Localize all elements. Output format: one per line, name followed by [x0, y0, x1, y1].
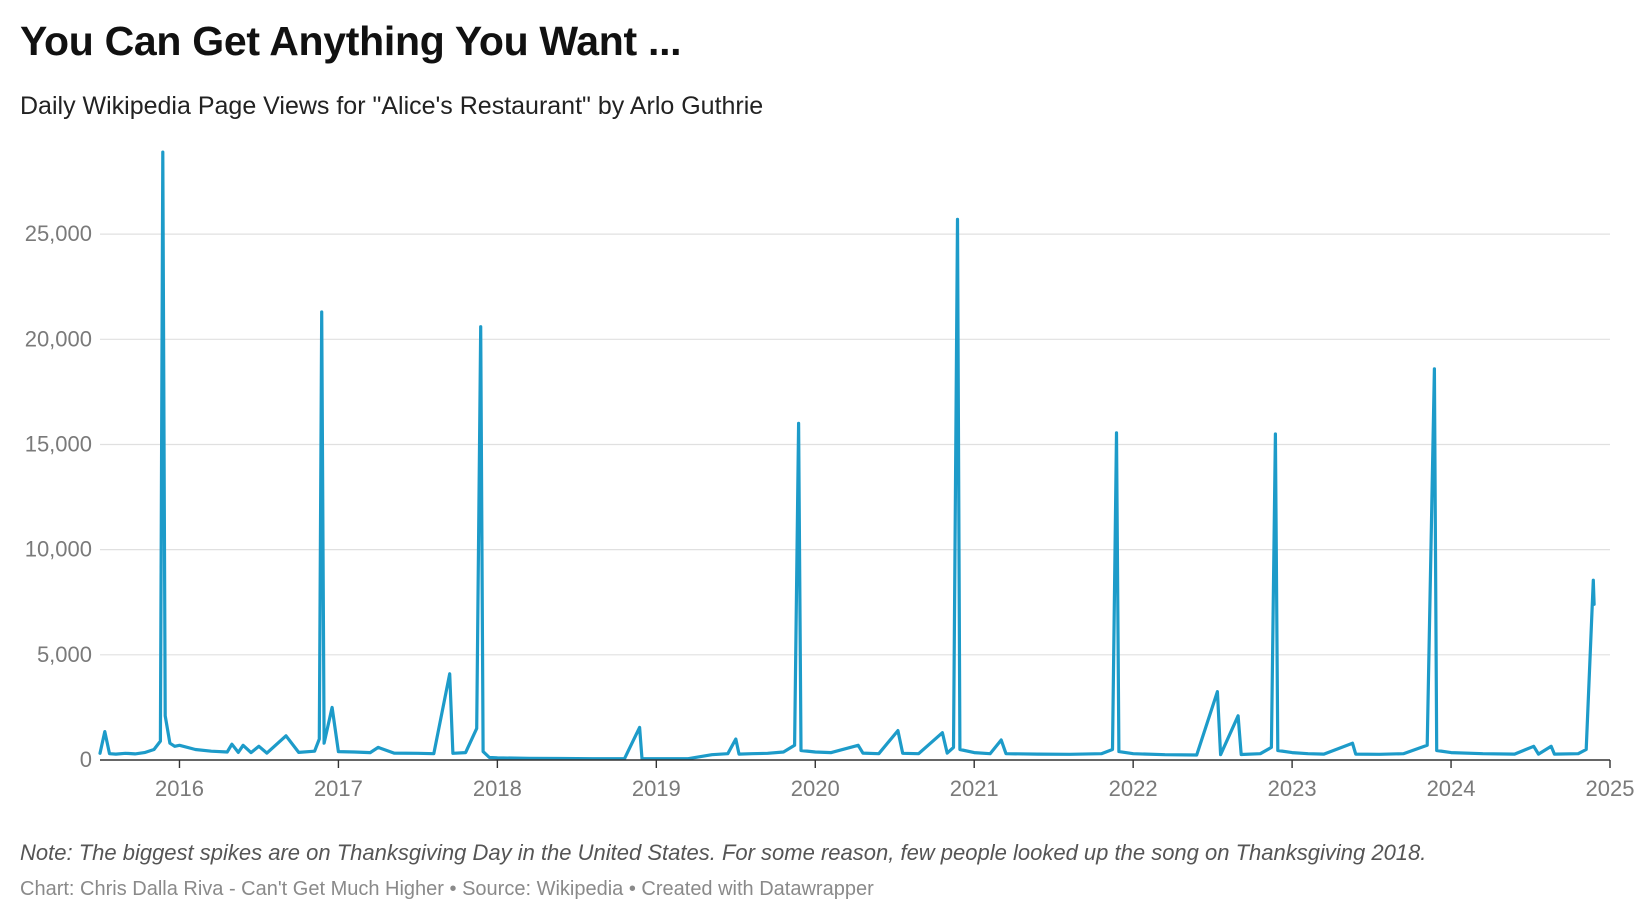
y-axis-tick-labels: 0 5,000 10,000 15,000 20,000 25,000	[25, 221, 92, 772]
y-tick-label: 10,000	[25, 537, 92, 562]
y-tick-label: 15,000	[25, 431, 92, 456]
x-tick-label: 2019	[632, 776, 681, 801]
gridlines	[100, 233, 1610, 656]
x-axis	[100, 759, 1611, 768]
credit-chart: Chart: Chris Dalla Riva - Can't Get Much…	[20, 878, 444, 900]
credit-tool: Created with Datawrapper	[641, 878, 874, 900]
x-tick-label: 2024	[1427, 776, 1476, 801]
x-tick-label: 2023	[1268, 776, 1317, 801]
x-axis-tick-labels: 2016 2017 2018 2019 2020 2021 2022 2023 2024 2025	[155, 776, 1634, 801]
x-tick-label: 2018	[473, 776, 522, 801]
chart-title: You Can Get Anything You Want ...	[20, 18, 682, 64]
y-tick-label: 0	[80, 747, 92, 772]
y-tick-label: 25,000	[25, 221, 92, 246]
x-tick-label: 2022	[1109, 776, 1158, 801]
credit-source: Source: Wikipedia	[462, 878, 624, 900]
series-line-0	[98, 150, 1596, 761]
credit-separator: •	[443, 878, 463, 900]
series-group	[98, 150, 1596, 761]
chart-credit: Chart: Chris Dalla Riva - Can't Get Much…	[20, 878, 874, 901]
y-tick-label: 20,000	[25, 326, 92, 351]
y-tick-label: 5,000	[37, 642, 92, 667]
x-tick-label: 2017	[314, 776, 363, 801]
chart-subtitle: Daily Wikipedia Page Views for "Alice's …	[20, 92, 764, 120]
x-tick-label: 2020	[791, 776, 840, 801]
credit-separator: •	[623, 878, 642, 900]
x-tick-label: 2025	[1586, 776, 1635, 801]
x-tick-label: 2021	[950, 776, 999, 801]
chart-note: Note: The biggest spikes are on Thanksgi…	[20, 840, 1427, 865]
x-tick-label: 2016	[155, 776, 204, 801]
